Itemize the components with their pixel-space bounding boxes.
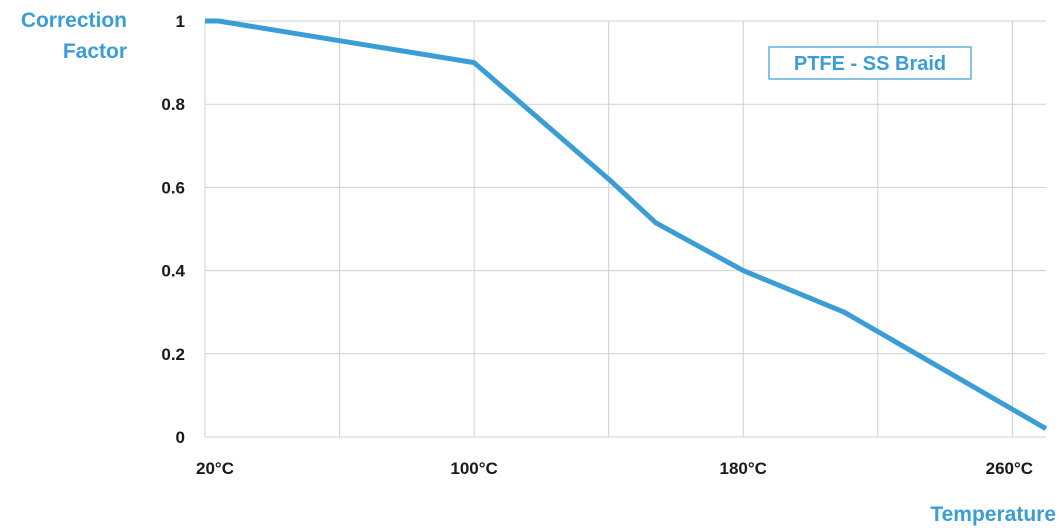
y-tick-label: 1	[176, 12, 185, 31]
series-line	[205, 18, 1048, 431]
y-axis-label-line-1: Correction	[21, 9, 127, 32]
grid	[204, 20, 1046, 438]
y-axis-label-line-2: Factor	[63, 40, 127, 63]
x-tick-label: 20°C	[196, 459, 234, 478]
y-axis-ticks: 0 0.2 0.4 0.6 0.8 1	[161, 12, 185, 447]
x-axis-ticks: 20°C 100°C 180°C 260°C	[196, 459, 1033, 478]
legend: PTFE - SS Braid	[768, 46, 972, 80]
y-tick-label: 0.6	[161, 178, 185, 197]
x-tick-label: 100°C	[450, 459, 497, 478]
y-tick-label: 0.2	[161, 345, 185, 364]
legend-label: PTFE - SS Braid	[794, 53, 946, 75]
y-tick-label: 0	[176, 428, 185, 447]
legend-box	[768, 46, 972, 80]
y-tick-label: 0.4	[161, 262, 185, 281]
y-tick-label: 0.8	[161, 95, 185, 114]
x-tick-label: 180°C	[720, 459, 767, 478]
series	[205, 18, 1048, 431]
x-axis-label: Temperature	[930, 503, 1056, 526]
x-tick-label: 260°C	[986, 459, 1033, 478]
